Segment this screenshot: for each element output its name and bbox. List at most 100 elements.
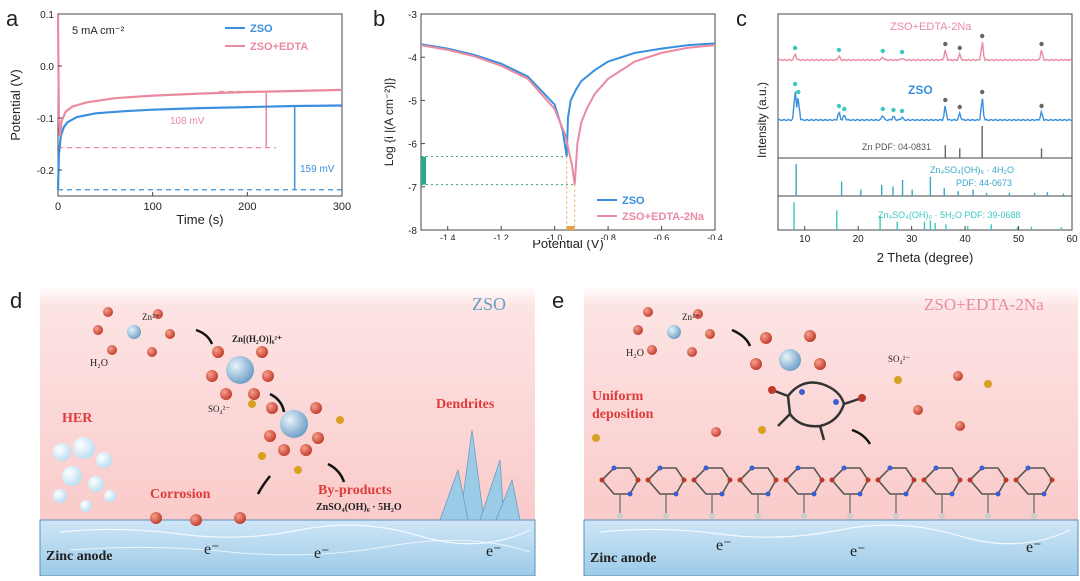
panel-e-sulfate-ions: [592, 376, 992, 442]
panel-c-xtick-label-2: 30: [906, 234, 918, 245]
panel-e-electron-1: e⁻: [716, 537, 732, 554]
panel-e-electrolyte: [584, 286, 1078, 536]
panel-a-ytick-label-3: -0.2: [37, 166, 55, 177]
panel-e-title: ZSO+EDTA-2Na: [924, 295, 1044, 314]
panel-d-zn-label: Zn²⁺: [142, 312, 160, 322]
panel-e-so4-label: SO₄²⁻: [888, 354, 910, 364]
panel-a-xtick-label-1: 100: [143, 201, 161, 213]
panel-e-edta-adsorbed-layer: [599, 465, 1055, 519]
panel-d-zn-hexahydrate: [206, 346, 274, 400]
panel-c-peak-marker-0-6: [979, 33, 985, 39]
panel-e-letter: e: [552, 288, 564, 313]
panel-b-xtick-label-0: -1.4: [440, 233, 456, 240]
panel-c-peak-marker-1-8: [957, 104, 962, 110]
panel-c-peak-marker-1-3: [842, 106, 847, 112]
edta-adsorbed-molecule: [691, 465, 733, 519]
panel-c-ylabel: Intensity (a.u.): [755, 82, 769, 158]
panel-c-peak-marker-1-4: [880, 106, 885, 112]
panel-a-ytick-label-2: -0.1: [37, 114, 55, 125]
panel-c-peak-marker-1-10: [1039, 103, 1044, 109]
panel-c-label-edta: ZSO+EDTA-2Na: [890, 21, 972, 33]
panel-c-references: [793, 126, 1065, 230]
panel-a-ytick-label-0: 0.1: [40, 10, 54, 21]
panel-c-xtick-label-4: 50: [1013, 234, 1025, 245]
panel-c-x-ticks: 10 20 30 40 50 60: [799, 226, 1078, 245]
panel-d-electron-1: e⁻: [204, 541, 220, 558]
panel-d-zn-ion-hydrated: [93, 307, 175, 357]
panel-a-gap-blue-label: 159 mV: [300, 164, 335, 175]
panel-a-ytick-label-1: 0.0: [40, 62, 54, 73]
panel-b-y-ticks: -3 -4 -5 -6 -7 -8: [408, 10, 425, 237]
panel-d-title: ZSO: [472, 294, 506, 314]
panel-b-xlabel: Potential (V): [532, 240, 604, 251]
panel-b-current-bar: [421, 156, 426, 185]
panel-a-gap-pink-label: 108 mV: [170, 116, 205, 127]
panel-e-h2o-label: H₂O: [626, 348, 644, 359]
panel-c-xlabel-wrap: 2 Theta (degree): [730, 250, 1080, 270]
panel-d-zn-sulfate-complex: [248, 400, 344, 474]
edta-adsorbed-molecule: [1013, 465, 1055, 519]
panel-b-x-ticks: -1.4 -1.2 -1.0 -0.8 -0.6 -0.4: [440, 226, 723, 243]
panel-c-xlabel: 2 Theta (degree): [877, 250, 974, 265]
panel-e-uniform-label-2: deposition: [592, 407, 654, 422]
panel-c-ref-4h2o: Zn₄SO₄(OH)₆ · 4H₂O: [930, 165, 1014, 175]
panel-e-illustration: e ZSO+EDTA-2Na H₂O Zn²⁺ SO₄²⁻: [552, 286, 1079, 577]
panel-d-corrosion-label: Corrosion: [150, 487, 211, 502]
panel-e-water-molecules: [711, 371, 965, 437]
legend-zso-label: ZSO: [250, 23, 273, 35]
arrow-icon: [269, 392, 286, 413]
panel-c-peak-marker-0-2: [880, 48, 885, 54]
panel-d-dendrites: [439, 429, 521, 521]
panel-b-ytick-label-4: -7: [408, 183, 417, 194]
panel-a-letter: a: [6, 6, 19, 31]
panel-c-axes-frame: [777, 13, 1073, 231]
panel-c-xtick-label-0: 10: [799, 234, 811, 245]
edta-adsorbed-molecule: [599, 465, 641, 519]
panel-b-xtick-label-2: -1.0: [547, 233, 563, 240]
panel-c-peak-marker-1-6: [899, 108, 905, 114]
arrow-icon: [731, 328, 752, 347]
panel-a-x-ticks: 0 100 200 300: [55, 192, 351, 213]
panel-e: e ZSO+EDTA-2Na H₂O Zn²⁺ SO₄²⁻: [540, 280, 1080, 577]
panel-a-y-ticks: 0.1 0.0 -0.1 -0.2: [37, 10, 62, 177]
panel-c-peak-marker-0-5: [957, 45, 962, 51]
edta-adsorbed-molecule: [829, 465, 871, 519]
panel-b: b -1.4 -1.2 -1.0 -0.8 -0.6 -0.4 -3 -4 -5 -6 -7 -8 …: [365, 0, 727, 243]
panel-c-series-line-0: [777, 41, 1073, 62]
panel-c-peak-marker-1-1: [796, 89, 801, 95]
panel-d: d ZSO H₂O Zn²⁺ Zn[(H₂O)]₆²⁺: [0, 280, 540, 577]
panel-c-peak-marker-1-5: [891, 107, 896, 113]
panel-a-xtick-label-3: 300: [333, 201, 351, 213]
panel-b-letter: b: [373, 6, 385, 31]
edta-adsorbed-molecule: [967, 465, 1009, 519]
panel-b-series-line-0: [420, 42, 716, 157]
panel-a: a 5 mA cm⁻² 0 100 200 300 0.1 0.0 -0.1 -0.2 Ti…: [0, 0, 360, 230]
edta-adsorbed-molecule: [875, 465, 917, 519]
panel-c-xtick-label-3: 40: [960, 234, 972, 245]
panel-b-ylabel: Log {i |(A cm⁻²)|}: [382, 78, 396, 167]
panel-c-letter: c: [736, 6, 747, 31]
panel-e-electron-3: e⁻: [1026, 539, 1042, 556]
panel-c: c 10 20 30 40 50 60 ZSO+EDTA-2Na ZSO Zn PDF: …: [730, 0, 1080, 250]
panel-c-peak-marker-0-0: [792, 45, 798, 51]
panel-d-so4-label: SO₄²⁻: [208, 404, 230, 414]
panel-c-ref-4h2o-pdf: PDF: 44-0673: [956, 178, 1012, 188]
panel-d-byproducts-label: By-products: [318, 483, 392, 498]
panel-b-xtick-label-3: -0.8: [600, 233, 616, 240]
panel-c-label-zso: ZSO: [908, 83, 933, 97]
panel-e-zn-label: Zn²⁺: [682, 312, 700, 322]
arrow-icon: [851, 428, 872, 445]
panel-c-peak-marker-0-3: [899, 49, 905, 55]
arrow-icon: [327, 462, 346, 483]
panel-b-xtick-label-5: -0.4: [707, 233, 723, 240]
panel-c-chart: c 10 20 30 40 50 60 ZSO+EDTA-2Na ZSO Zn PDF: …: [736, 6, 1078, 245]
panel-d-electron-2: e⁻: [314, 545, 330, 562]
panel-c-peak-marker-1-2: [836, 103, 842, 109]
arrow-icon: [195, 328, 214, 345]
panel-e-anode-label: Zinc anode: [590, 551, 657, 566]
panel-e-zinc-anode: [583, 519, 1079, 577]
panel-d-anode-label: Zinc anode: [46, 549, 113, 564]
panel-b-ytick-label-0: -3: [408, 10, 417, 21]
panel-c-ref-zn: Zn PDF: 04-0831: [862, 142, 931, 152]
legend-b-zso-label: ZSO: [622, 195, 645, 207]
